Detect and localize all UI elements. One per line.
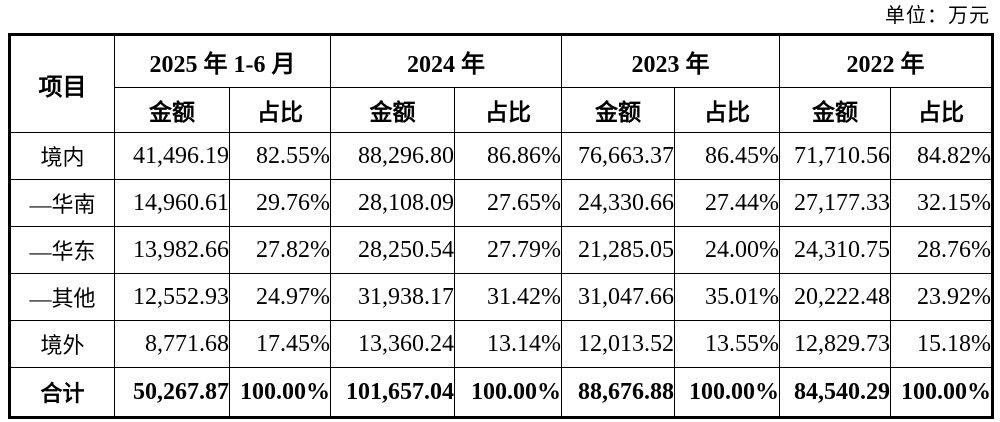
amount-cell: 88,296.80 — [330, 132, 455, 180]
ratio-cell: 24.97% — [229, 273, 331, 321]
amount-cell: 8,771.68 — [114, 320, 230, 368]
amount-cell: 101,657.04 — [330, 367, 455, 418]
header-ratio-2024: 占比 — [454, 87, 562, 133]
ratio-cell: 28.76% — [890, 226, 993, 274]
row-label-cell: 境内 — [9, 132, 115, 180]
header-amount-2023: 金额 — [561, 87, 675, 133]
row-label-cell: 合计 — [9, 367, 115, 418]
ratio-cell: 13.14% — [454, 320, 562, 368]
ratio-cell: 84.82% — [890, 132, 993, 180]
table-row-east-china: —华东 13,982.66 27.82% 28,250.54 27.79% 21… — [9, 226, 993, 274]
ratio-cell: 100.00% — [890, 367, 993, 418]
ratio-cell: 35.01% — [674, 273, 780, 321]
amount-cell: 84,540.29 — [779, 367, 891, 418]
ratio-cell: 100.00% — [454, 367, 562, 418]
amount-cell: 27,177.33 — [779, 179, 891, 227]
header-amount-2024: 金额 — [330, 87, 455, 133]
amount-cell: 50,267.87 — [114, 367, 230, 418]
ratio-cell: 86.86% — [454, 132, 562, 180]
ratio-cell: 27.79% — [454, 226, 562, 274]
ratio-cell: 24.00% — [674, 226, 780, 274]
amount-cell: 28,108.09 — [330, 179, 455, 227]
ratio-cell: 27.65% — [454, 179, 562, 227]
unit-label: 单位：万元 — [885, 5, 990, 27]
ratio-cell: 27.82% — [229, 226, 331, 274]
header-ratio-2025: 占比 — [229, 87, 331, 133]
amount-cell: 12,552.93 — [114, 273, 230, 321]
ratio-cell: 27.44% — [674, 179, 780, 227]
amount-cell: 31,047.66 — [561, 273, 675, 321]
amount-cell: 20,222.48 — [779, 273, 891, 321]
ratio-cell: 13.55% — [674, 320, 780, 368]
ratio-cell: 100.00% — [229, 367, 331, 418]
amount-cell: 13,982.66 — [114, 226, 230, 274]
header-amount-2025: 金额 — [114, 87, 230, 133]
ratio-cell: 32.15% — [890, 179, 993, 227]
amount-cell: 71,710.56 — [779, 132, 891, 180]
row-label-cell: —其他 — [9, 273, 115, 321]
ratio-cell: 31.42% — [454, 273, 562, 321]
ratio-cell: 100.00% — [674, 367, 780, 418]
header-ratio-2022: 占比 — [890, 87, 993, 133]
ratio-cell: 15.18% — [890, 320, 993, 368]
table-row-domestic: 境内 41,496.19 82.55% 88,296.80 86.86% 76,… — [9, 132, 993, 180]
row-label-cell: —华东 — [9, 226, 115, 274]
header-period-2025: 2025 年 1-6 月 — [114, 34, 331, 88]
header-row-periods: 项目 2025 年 1-6 月 2024 年 2023 年 2022 年 — [9, 34, 993, 133]
header-amount-2022: 金额 — [779, 87, 891, 133]
header-row-subcolumns: 金额 占比 金额 占比 金额 占比 金额 占比 — [10, 87, 993, 133]
amount-cell: 88,676.88 — [561, 367, 675, 418]
table-row-total: 合计 50,267.87 100.00% 101,657.04 100.00% … — [9, 367, 993, 418]
amount-cell: 24,330.66 — [561, 179, 675, 227]
amount-cell: 76,663.37 — [561, 132, 675, 180]
header-item: 项目 — [9, 34, 115, 133]
ratio-cell: 86.45% — [674, 132, 780, 180]
header-period-2024: 2024 年 — [330, 34, 562, 88]
header-period-2022: 2022 年 — [779, 34, 993, 88]
ratio-cell: 23.92% — [890, 273, 993, 321]
revenue-by-region-table: 项目 2025 年 1-6 月 2024 年 2023 年 2022 年 金额 … — [8, 33, 994, 419]
ratio-cell: 17.45% — [229, 320, 331, 368]
amount-cell: 12,829.73 — [779, 320, 891, 368]
table-row-others: —其他 12,552.93 24.97% 31,938.17 31.42% 31… — [9, 273, 993, 321]
header-period-2023: 2023 年 — [561, 34, 780, 88]
amount-cell: 24,310.75 — [779, 226, 891, 274]
ratio-cell: 29.76% — [229, 179, 331, 227]
row-label-cell: 境外 — [9, 320, 115, 368]
amount-cell: 41,496.19 — [114, 132, 230, 180]
amount-cell: 12,013.52 — [561, 320, 675, 368]
ratio-cell: 82.55% — [229, 132, 331, 180]
header-ratio-2023: 占比 — [674, 87, 780, 133]
amount-cell: 31,938.17 — [330, 273, 455, 321]
amount-cell: 13,360.24 — [330, 320, 455, 368]
table-row-south-china: —华南 14,960.61 29.76% 28,108.09 27.65% 24… — [9, 179, 993, 227]
amount-cell: 21,285.05 — [561, 226, 675, 274]
amount-cell: 28,250.54 — [330, 226, 455, 274]
table-row-overseas: 境外 8,771.68 17.45% 13,360.24 13.14% 12,0… — [9, 320, 993, 368]
row-label-cell: —华南 — [9, 179, 115, 227]
amount-cell: 14,960.61 — [114, 179, 230, 227]
